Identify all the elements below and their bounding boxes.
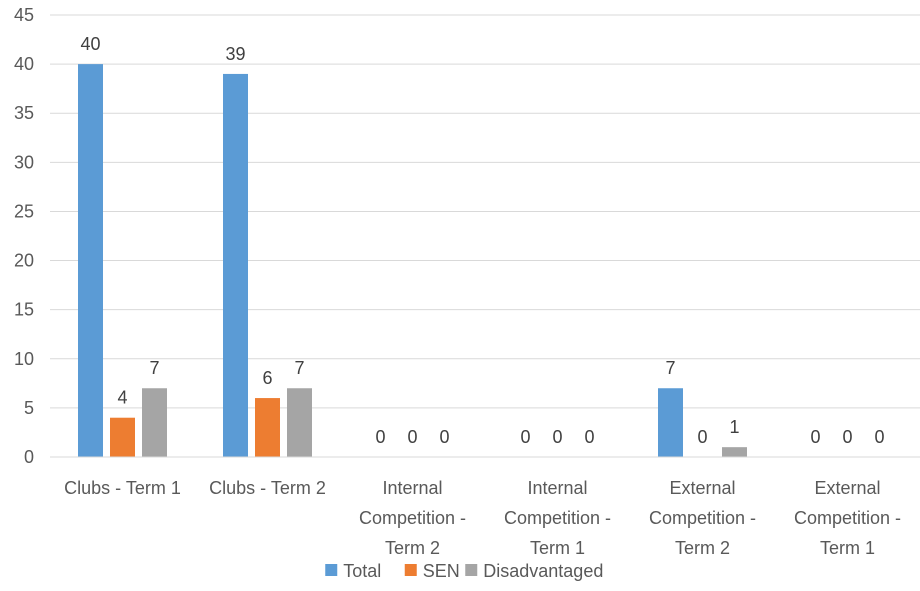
data-label-sen-2: 0 bbox=[407, 427, 417, 447]
gridlines bbox=[50, 14, 920, 458]
legend-label-sen: SEN bbox=[423, 561, 460, 581]
x-category-label-2: Internal Competition -Term 2 bbox=[359, 478, 466, 558]
x-category-label-1: Clubs - Term 2 bbox=[209, 478, 326, 498]
data-label-sen-1: 6 bbox=[262, 368, 272, 388]
bar-disadvantaged-4 bbox=[722, 447, 747, 457]
data-label-sen-3: 0 bbox=[552, 427, 562, 447]
bar-total-1 bbox=[223, 73, 248, 457]
data-label-disadvantaged-3: 0 bbox=[584, 427, 594, 447]
legend-item-total: Total bbox=[325, 561, 381, 581]
data-label-sen-4: 0 bbox=[697, 427, 707, 447]
y-axis: 0 5 10 15 20 25 30 35 40 45 bbox=[14, 5, 34, 467]
y-tick-label-30: 30 bbox=[14, 152, 34, 172]
y-tick-label-45: 45 bbox=[14, 5, 34, 25]
data-label-total-5: 0 bbox=[810, 427, 820, 447]
legend: Total SEN Disadvantaged bbox=[325, 561, 603, 581]
data-label-disadvantaged-4: 1 bbox=[729, 417, 739, 437]
legend-item-sen: SEN bbox=[404, 561, 460, 581]
y-tick-label-35: 35 bbox=[14, 103, 34, 123]
bar-total-0 bbox=[78, 64, 103, 457]
legend-item-disadvantaged: Disadvantaged bbox=[465, 561, 603, 581]
legend-swatch-disadvantaged bbox=[465, 564, 478, 576]
data-label-disadvantaged-5: 0 bbox=[874, 427, 884, 447]
legend-swatch-total bbox=[325, 564, 338, 576]
x-axis: Clubs - Term 1 Clubs - Term 2 Internal Comp… bbox=[50, 456, 920, 558]
legend-swatch-sen bbox=[404, 564, 417, 576]
y-tick-label-0: 0 bbox=[24, 447, 34, 467]
legend-label-total: Total bbox=[343, 561, 381, 581]
y-tick-label-40: 40 bbox=[14, 54, 34, 74]
data-label-sen-0: 4 bbox=[117, 388, 127, 408]
data-label-sen-5: 0 bbox=[842, 427, 852, 447]
x-category-label-0: Clubs - Term 1 bbox=[64, 478, 181, 498]
data-label-disadvantaged-2: 0 bbox=[439, 427, 449, 447]
bar-sen-0 bbox=[110, 417, 135, 457]
bar-total-4 bbox=[658, 388, 683, 457]
data-label-total-3: 0 bbox=[520, 427, 530, 447]
y-tick-label-15: 15 bbox=[14, 300, 34, 320]
y-tick-label-20: 20 bbox=[14, 251, 34, 271]
data-label-total-4: 7 bbox=[665, 358, 675, 378]
x-category-label-3: Internal Competition -Term 1 bbox=[504, 478, 611, 558]
data-label-disadvantaged-0: 7 bbox=[149, 358, 159, 378]
x-category-label-5: External Competition -Term 1 bbox=[794, 478, 901, 558]
data-label-total-0: 40 bbox=[80, 34, 100, 54]
data-label-disadvantaged-1: 7 bbox=[294, 358, 304, 378]
data-label-total-1: 39 bbox=[225, 44, 245, 64]
bars bbox=[78, 64, 747, 457]
bar-disadvantaged-0 bbox=[142, 388, 167, 457]
data-labels: 40 4 7 39 6 7 0 0 0 0 0 0 7 0 1 0 0 0 bbox=[80, 34, 884, 447]
bar-disadvantaged-1 bbox=[287, 388, 312, 457]
y-tick-label-10: 10 bbox=[14, 349, 34, 369]
y-tick-label-25: 25 bbox=[14, 201, 34, 221]
y-tick-label-5: 5 bbox=[24, 398, 34, 418]
bar-sen-1 bbox=[255, 398, 280, 457]
x-category-label-4: External Competition -Term 2 bbox=[649, 478, 756, 558]
data-label-total-2: 0 bbox=[375, 427, 385, 447]
legend-label-disadvantaged: Disadvantaged bbox=[483, 561, 603, 581]
